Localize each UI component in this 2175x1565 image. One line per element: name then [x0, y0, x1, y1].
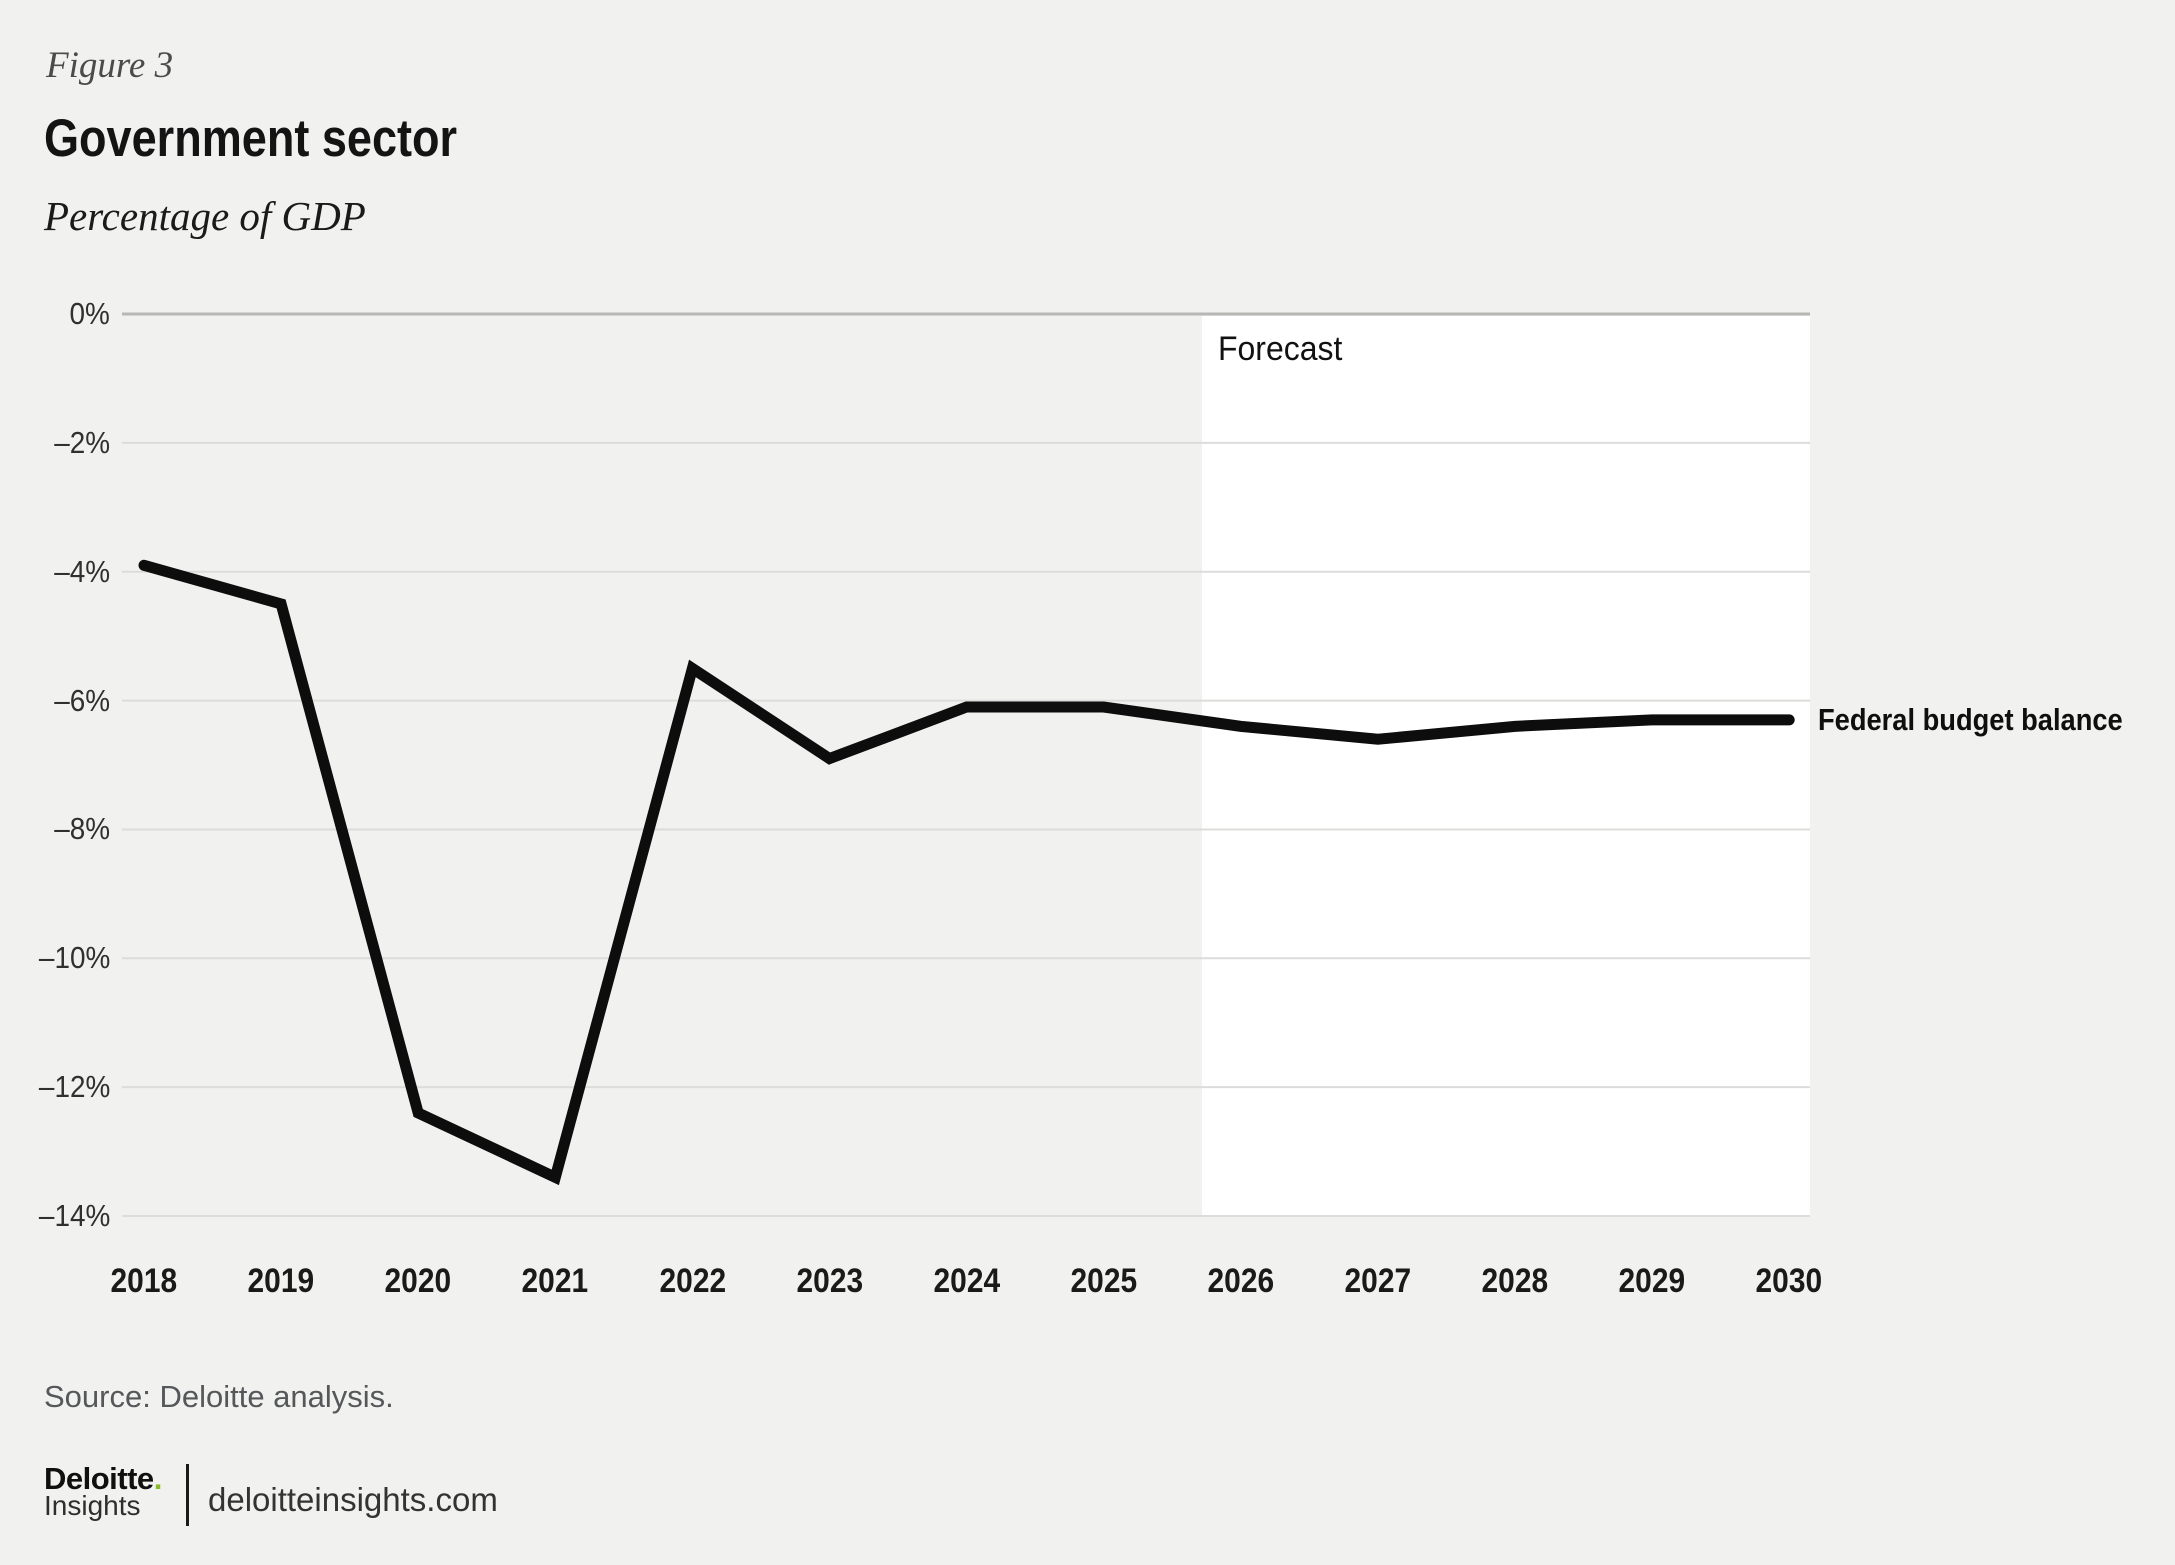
x-tick-text: 2029 [1618, 1262, 1686, 1300]
y-tick-–8: –8% [0, 810, 110, 848]
x-tick-2026: 2026 [1166, 1261, 1316, 1301]
source-note: Source: Deloitte analysis. [44, 1379, 394, 1414]
y-tick-text: –6% [54, 682, 110, 718]
x-tick-text: 2022 [659, 1262, 726, 1300]
x-tick-2020: 2020 [343, 1261, 493, 1301]
series-label: Federal budget balance [1818, 701, 2123, 737]
x-tick-text: 2024 [933, 1262, 1000, 1300]
y-tick-text: –12% [38, 1069, 110, 1105]
federal-budget-balance-line [138, 559, 1795, 1186]
page-title: Government sector [44, 108, 530, 169]
x-tick-text: 2019 [247, 1262, 315, 1300]
x-tick-text: 2020 [384, 1262, 452, 1300]
x-tick-text: 2021 [522, 1262, 589, 1300]
y-tick-text: –4% [54, 553, 110, 589]
y-tick-text: –2% [54, 424, 110, 460]
x-tick-2023: 2023 [755, 1261, 905, 1301]
x-tick-2022: 2022 [617, 1261, 767, 1301]
y-tick-0: 0% [0, 295, 110, 333]
y-tick-text: –10% [38, 940, 110, 976]
x-tick-2024: 2024 [892, 1261, 1042, 1301]
x-tick-2029: 2029 [1577, 1261, 1727, 1301]
y-tick-–12: –12% [0, 1068, 110, 1106]
x-tick-2019: 2019 [206, 1261, 356, 1301]
x-tick-2030: 2030 [1714, 1261, 1864, 1301]
forecast-label: Forecast [1218, 330, 1343, 368]
x-tick-text: 2018 [110, 1262, 178, 1300]
page-title-text: Government sector [44, 109, 458, 168]
x-tick-2028: 2028 [1440, 1261, 1590, 1301]
x-tick-2025: 2025 [1029, 1261, 1179, 1301]
x-tick-text: 2025 [1070, 1262, 1137, 1300]
x-tick-2021: 2021 [480, 1261, 630, 1301]
x-tick-text: 2028 [1481, 1262, 1549, 1300]
y-tick-–10: –10% [0, 939, 110, 977]
figure-subtitle: Percentage of GDP [44, 193, 366, 239]
x-tick-2027: 2027 [1303, 1261, 1453, 1301]
y-tick-text: 0% [69, 296, 110, 331]
x-tick-text: 2030 [1755, 1262, 1823, 1300]
forecast-band [1202, 316, 1810, 1215]
x-tick-text: 2023 [796, 1262, 863, 1300]
y-tick-text: –8% [54, 811, 110, 847]
deloitte-green-dot: . [153, 1461, 163, 1496]
insights-logo: Insights [44, 1490, 141, 1521]
figure-label: Figure 3 [46, 45, 174, 86]
y-tick-text: –14% [38, 1198, 110, 1234]
x-tick-2018: 2018 [69, 1261, 219, 1301]
y-tick-–4: –4% [0, 553, 110, 591]
y-tick-–6: –6% [0, 682, 110, 720]
x-tick-text: 2027 [1344, 1262, 1412, 1300]
y-tick-–2: –2% [0, 424, 110, 462]
y-tick-–14: –14% [0, 1197, 110, 1235]
logo-divider [186, 1464, 189, 1526]
x-tick-text: 2026 [1207, 1262, 1275, 1300]
website-text: deloitteinsights.com [208, 1481, 498, 1518]
deloitte-logo: Deloitte. [44, 1461, 163, 1496]
